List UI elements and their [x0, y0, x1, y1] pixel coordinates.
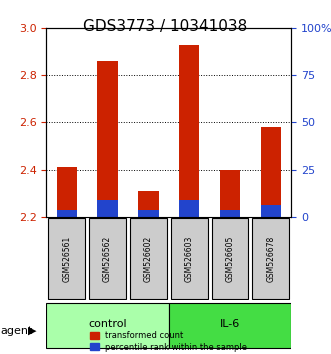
- FancyBboxPatch shape: [253, 218, 289, 298]
- FancyBboxPatch shape: [46, 303, 169, 348]
- Bar: [138, 210, 159, 217]
- Text: IL-6: IL-6: [220, 319, 240, 329]
- Text: GSM526678: GSM526678: [266, 235, 275, 281]
- FancyBboxPatch shape: [171, 218, 208, 298]
- Bar: [220, 210, 240, 217]
- Bar: [179, 45, 199, 217]
- Legend: transformed count, percentile rank within the sample: transformed count, percentile rank withi…: [89, 330, 249, 353]
- Text: GSM526561: GSM526561: [62, 235, 71, 281]
- FancyBboxPatch shape: [169, 303, 291, 348]
- Bar: [97, 61, 118, 217]
- Bar: [261, 127, 281, 217]
- Text: GSM526603: GSM526603: [185, 235, 194, 282]
- Text: GSM526605: GSM526605: [225, 235, 235, 282]
- Bar: [97, 200, 118, 217]
- FancyBboxPatch shape: [212, 218, 248, 298]
- FancyBboxPatch shape: [89, 218, 126, 298]
- FancyBboxPatch shape: [130, 218, 167, 298]
- Text: ▶: ▶: [28, 326, 37, 336]
- Text: control: control: [88, 319, 127, 329]
- Text: GSM526562: GSM526562: [103, 235, 112, 281]
- Text: GDS3773 / 10341038: GDS3773 / 10341038: [83, 19, 248, 34]
- Text: GSM526602: GSM526602: [144, 235, 153, 281]
- Bar: [261, 205, 281, 217]
- Bar: [220, 170, 240, 217]
- Bar: [138, 191, 159, 217]
- Bar: [179, 200, 199, 217]
- Text: agent: agent: [0, 326, 32, 336]
- Bar: [57, 167, 77, 217]
- FancyBboxPatch shape: [48, 218, 85, 298]
- Bar: [57, 210, 77, 217]
